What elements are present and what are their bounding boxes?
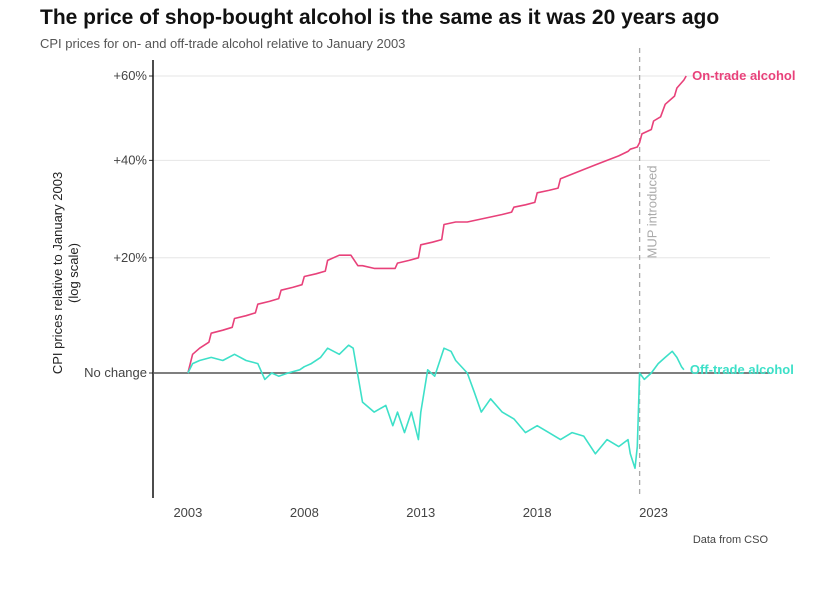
chart-title: The price of shop-bought alcohol is the … xyxy=(40,6,720,29)
y-tick-label-1: +20% xyxy=(113,250,147,265)
x-tick-label-2: 2013 xyxy=(406,505,435,520)
mup-annotation-label: MUP introduced xyxy=(645,166,660,259)
y-tick-label-2: +40% xyxy=(113,152,147,167)
series-label-0: On-trade alcohol xyxy=(692,68,795,83)
y-tick-label-3: +60% xyxy=(113,68,147,83)
source-caption: Data from CSO xyxy=(692,534,768,546)
series-line-0 xyxy=(187,75,687,374)
y-axis-subtitle: (log scale) xyxy=(66,243,81,303)
x-tick-label-4: 2023 xyxy=(639,505,668,520)
y-tick-label-0: No change xyxy=(84,365,147,380)
x-tick-label-3: 2018 xyxy=(523,505,552,520)
x-tick-label-1: 2008 xyxy=(290,505,319,520)
series-label-1: Off-trade alcohol xyxy=(690,362,794,377)
y-axis-title: CPI prices relative to January 2003 xyxy=(50,172,65,374)
series-line-1 xyxy=(187,344,685,470)
x-tick-label-0: 2003 xyxy=(173,505,202,520)
chart-subtitle: CPI prices for on- and off-trade alcohol… xyxy=(40,36,406,51)
